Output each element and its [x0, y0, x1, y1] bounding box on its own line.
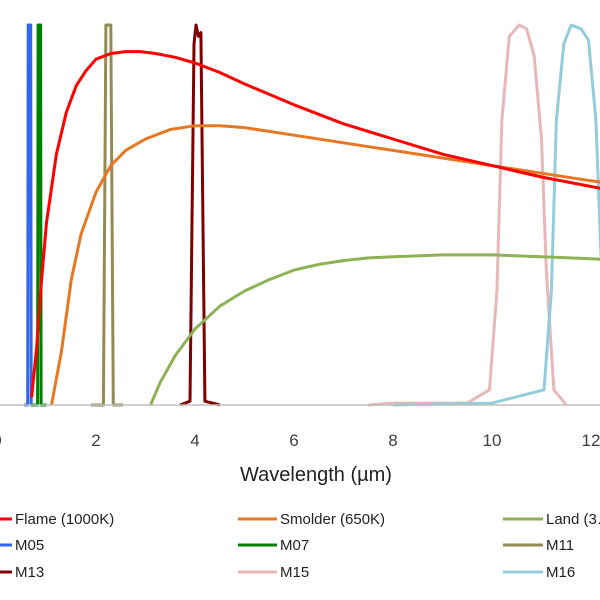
- series-line-m13: [179, 23, 221, 407]
- series-line-m15: [368, 23, 568, 407]
- series-line-m11: [91, 23, 124, 407]
- legend-label: M05: [15, 537, 44, 554]
- series-line-smolder-650k: [50, 124, 600, 406]
- x-tick-label: 2: [91, 431, 100, 450]
- series-line-m05: [24, 23, 35, 407]
- legend-label: M16: [546, 564, 575, 581]
- x-tick-label: 6: [289, 431, 298, 450]
- series-line-flame-1000k: [30, 50, 600, 398]
- legend-label: M07: [280, 537, 309, 554]
- x-tick-label: 4: [190, 431, 199, 450]
- legend: Flame (1000K) Smolder (650K) Land (3… M05 M0…: [0, 511, 600, 581]
- legend-label: M13: [15, 564, 44, 581]
- x-tick-label: 0: [0, 431, 2, 450]
- legend-label: M11: [546, 537, 574, 554]
- series-line-m07: [31, 23, 47, 407]
- x-tick-label: 8: [388, 431, 397, 450]
- x-tick-label: 12: [582, 431, 600, 450]
- x-tick-label: 10: [483, 431, 502, 450]
- legend-label: Flame (1000K): [15, 511, 114, 528]
- legend-label: Land (3…: [546, 511, 600, 528]
- x-axis-ticks: 0 2 4 6 8 10 12: [0, 431, 600, 450]
- series-line-land-3: [149, 253, 600, 406]
- plot-area: [24, 23, 600, 407]
- legend-label: M15: [280, 564, 309, 581]
- x-axis-label: Wavelength (µm): [240, 464, 392, 486]
- legend-label: Smolder (650K): [280, 511, 385, 528]
- series-line-m16: [392, 23, 600, 407]
